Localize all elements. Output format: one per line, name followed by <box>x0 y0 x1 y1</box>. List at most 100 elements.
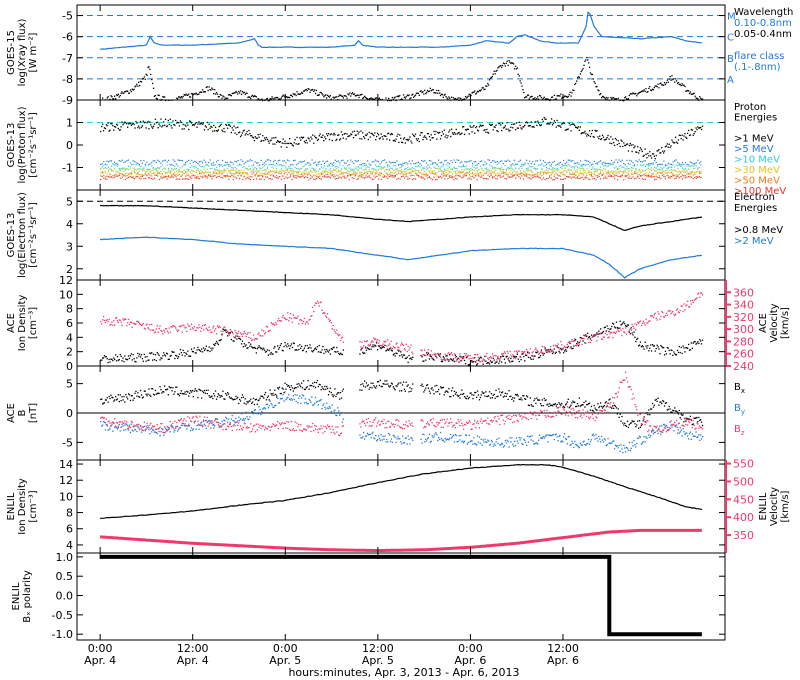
data-point <box>673 351 675 353</box>
data-point <box>212 130 214 132</box>
data-point <box>692 134 694 136</box>
data-point <box>404 97 406 99</box>
data-point <box>651 344 654 346</box>
data-point <box>211 164 213 166</box>
data-point <box>262 99 264 102</box>
data-point <box>243 91 245 93</box>
data-point <box>526 122 529 124</box>
data-point <box>660 169 662 171</box>
data-point <box>361 348 363 350</box>
data-point <box>291 178 293 181</box>
data-point <box>553 175 555 177</box>
data-point <box>235 90 237 93</box>
data-point <box>689 171 691 173</box>
data-point <box>370 170 372 173</box>
data-point <box>276 177 278 179</box>
data-point <box>381 136 383 138</box>
data-point <box>576 345 578 347</box>
data-point <box>403 96 406 98</box>
data-point <box>452 358 455 360</box>
data-point <box>329 319 331 321</box>
data-point <box>110 123 112 125</box>
data-point <box>313 162 315 164</box>
data-point <box>248 178 250 180</box>
data-point <box>222 130 224 133</box>
data-point <box>252 136 254 138</box>
data-point <box>678 163 680 165</box>
data-point <box>439 138 442 140</box>
data-point <box>102 130 105 132</box>
data-point <box>606 172 608 174</box>
data-point <box>672 173 674 175</box>
data-point <box>488 169 491 172</box>
data-point <box>126 325 128 327</box>
data-point <box>203 175 205 177</box>
data-point <box>512 127 514 129</box>
data-point <box>686 173 688 175</box>
data-point <box>197 163 199 165</box>
data-point <box>497 357 499 359</box>
data-point <box>426 132 429 135</box>
data-point <box>546 173 548 175</box>
data-point <box>275 322 277 324</box>
data-point <box>197 327 199 329</box>
data-point <box>390 171 392 173</box>
data-point <box>266 172 268 174</box>
data-point <box>451 173 454 175</box>
data-point <box>192 351 194 353</box>
data-point <box>175 168 177 170</box>
data-point <box>397 177 400 179</box>
data-point <box>237 169 239 171</box>
data-point <box>141 324 144 326</box>
data-point <box>455 355 457 358</box>
data-point <box>600 332 602 334</box>
data-point <box>681 134 683 136</box>
data-point <box>545 349 547 352</box>
data-point <box>548 348 550 351</box>
data-point <box>245 172 247 174</box>
data-point <box>306 174 309 176</box>
data-point <box>667 162 670 164</box>
data-point <box>490 361 493 363</box>
data-point <box>340 172 342 175</box>
data-point <box>512 163 514 165</box>
data-point <box>487 170 489 172</box>
data-point <box>413 168 415 170</box>
data-point <box>527 170 529 172</box>
data-point <box>422 168 424 170</box>
data-point <box>127 174 130 176</box>
data-point <box>149 163 151 165</box>
data-point <box>611 98 613 100</box>
data-point <box>692 301 694 304</box>
data-point <box>647 163 650 165</box>
data-point <box>169 331 171 333</box>
data-point <box>246 174 248 176</box>
data-point <box>148 328 150 330</box>
data-point <box>169 170 171 172</box>
data-point <box>205 327 207 329</box>
data-point <box>151 170 153 172</box>
data-point <box>259 164 261 166</box>
data-point <box>582 132 584 134</box>
data-point <box>570 130 572 132</box>
data-point <box>345 167 347 169</box>
data-point <box>621 174 623 176</box>
data-point <box>501 160 503 162</box>
data-point <box>685 90 687 92</box>
data-point <box>107 166 110 168</box>
data-point <box>453 167 455 169</box>
data-point <box>391 176 393 178</box>
data-point <box>479 124 481 126</box>
data-point <box>588 134 590 137</box>
data-point <box>411 160 413 162</box>
data-point <box>609 164 611 166</box>
data-point <box>368 98 370 100</box>
data-point <box>599 94 601 96</box>
data-point <box>195 122 197 124</box>
data-point <box>523 126 525 128</box>
data-point <box>475 126 477 129</box>
data-point <box>217 343 219 346</box>
data-point <box>364 346 367 348</box>
data-point <box>274 165 276 167</box>
data-point <box>535 176 537 178</box>
